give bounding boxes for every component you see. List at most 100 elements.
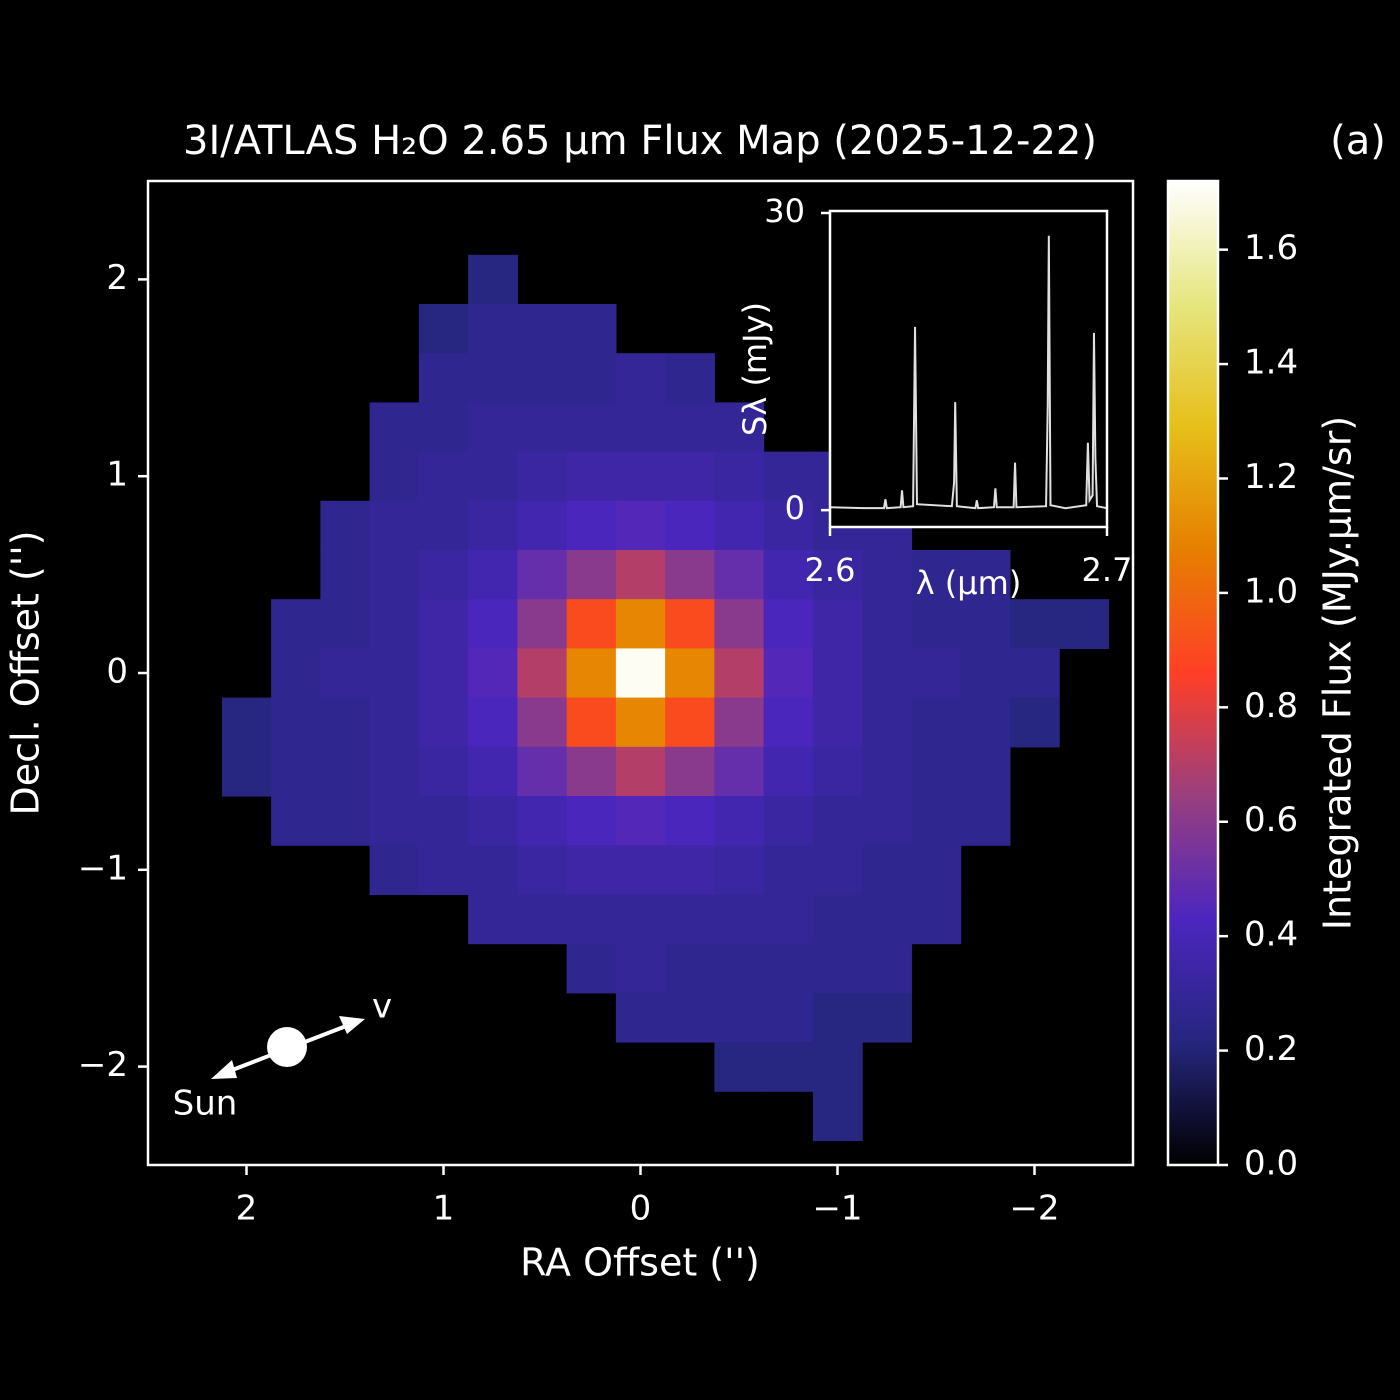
heatmap-cell [517,550,568,600]
heatmap-cell [615,845,666,895]
colorbar-tick-label: 0.4 [1244,915,1298,955]
heatmap-cell [911,697,962,748]
heatmap-cell [812,845,863,895]
heatmap-cell [862,796,912,846]
heatmap-cell [271,746,321,797]
heatmap-cell [812,1091,863,1141]
heatmap-cell [615,894,666,945]
heatmap-cell [911,845,962,895]
heatmap-cell [468,648,518,699]
heatmap-cell [862,943,912,994]
heatmap-cell [468,500,518,551]
heatmap-cell [1009,697,1060,748]
heatmap-cell [812,599,863,649]
heatmap-cell [714,648,765,699]
heatmap-cell [418,304,469,354]
map-layer: 2 1 0 −1 −2 −2 −1 0 1 2 0.0 0.2 0.4 0.6 0.8 1.0 1.2 1.4 1.… [78,179,1298,1229]
heatmap-cell [468,402,518,453]
heatmap-cell [517,500,568,551]
heatmap-cell [615,500,666,551]
panel-label: (a) [1330,118,1386,164]
heatmap-cell [763,697,814,748]
x-tick-label: 2 [236,1189,258,1229]
heatmap-cell [566,353,617,403]
heatmap-cell [714,943,765,994]
heatmap-cell [615,599,666,649]
heatmap-cell [665,894,715,945]
heatmap-cell [418,500,469,551]
heatmap-cell [763,648,814,699]
heatmap-cell [714,402,765,453]
heatmap-cell [468,746,518,797]
heatmap-cell [320,697,371,748]
heatmap-cell [468,451,518,502]
heatmap-cell [271,697,321,748]
heatmap-cell [369,796,420,846]
spectrum-line [829,235,1108,510]
x-axis-label: RA Offset ('') [520,1241,760,1285]
heatmap-cell [468,796,518,846]
heatmap-cell [566,451,617,502]
colorbar-tick-label: 0.6 [1244,800,1298,840]
colorbar-tick-label: 0.2 [1244,1029,1298,1069]
heatmap-cell [615,451,666,502]
heatmap-cell [517,845,568,895]
y-axis-label: Decl. Offset ('') [4,530,48,815]
heatmap-cell [665,353,715,403]
velocity-label: v [372,987,392,1027]
heatmap-cell [714,451,765,502]
heatmap-cell [862,845,912,895]
y-tick-label: 1 [106,455,128,495]
heatmap-cell [615,648,666,699]
heatmap-cell [418,451,469,502]
heatmap-cell [714,697,765,748]
heatmap-cell [714,796,765,846]
heatmap-cell [812,943,863,994]
heatmap-cell [418,845,469,895]
heatmap-cell [714,746,765,797]
heatmap-cell [468,353,518,403]
heatmap-cell [566,697,617,748]
heatmap-cell [665,500,715,551]
heatmap-cell [369,599,420,649]
heatmap-cell [862,894,912,945]
heatmap-cell [812,1042,863,1092]
heatmap-cell [1009,648,1060,699]
inset-y-tick-label: 30 [764,192,805,230]
heatmap-cell [615,943,666,994]
inset-x-tick-label: 2.7 [1082,551,1133,589]
colorbar-tick-label: 1.0 [1244,571,1298,611]
heatmap-cell [812,992,863,1043]
heatmap-cell [517,304,568,354]
heatmap-cell [862,992,912,1043]
heatmap-cell [517,746,568,797]
heatmap-cell [763,992,814,1043]
y-tick-label: −2 [78,1045,128,1085]
heatmap-cell [763,746,814,797]
heatmap-cell [714,894,765,945]
heatmap-cell [418,746,469,797]
heatmap-cell [468,845,518,895]
heatmap-cell [517,353,568,403]
heatmap-cell [369,451,420,502]
heatmap-cell [763,1042,814,1092]
heatmap-cell [665,648,715,699]
heatmap-cell [271,796,321,846]
heatmap-cell [714,992,765,1043]
heatmap-cell [566,402,617,453]
colorbar [1166,179,1220,1167]
heatmap-cell [320,500,371,551]
heatmap-cell [468,894,518,945]
heatmap-cell [369,845,420,895]
heatmap-cell [369,500,420,551]
heatmap-cell [665,746,715,797]
heatmap-cell [221,697,272,748]
heatmap-cell [271,599,321,649]
heatmap-cell [960,796,1011,846]
heatmap-cell [517,697,568,748]
inset-frame [828,209,1109,529]
x-tick-label: −1 [812,1189,862,1229]
heatmap-cell [566,648,617,699]
x-tick-label: 0 [630,1189,652,1229]
